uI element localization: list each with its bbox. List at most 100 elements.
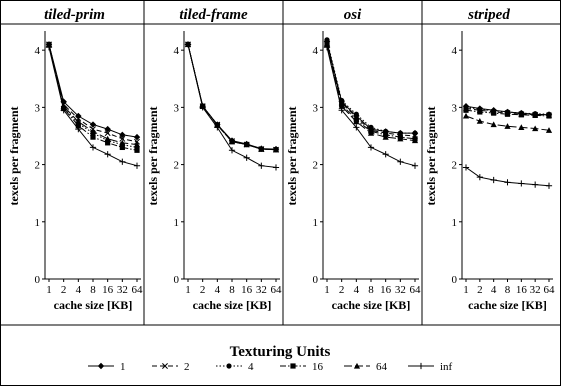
y-tick-label: 4	[174, 45, 180, 57]
data-point	[504, 179, 511, 186]
series-line	[187, 44, 277, 151]
x-tick-label: 32	[117, 284, 128, 296]
data-point	[368, 124, 374, 130]
x-tick-label: 64	[544, 284, 556, 296]
series-inf	[45, 44, 141, 169]
data-point	[545, 182, 553, 189]
y-tick-label: 3	[313, 102, 319, 114]
legend-title: Texturing Units	[230, 344, 331, 360]
x-tick-label: 32	[395, 284, 406, 296]
x-tick-label: 1	[46, 284, 52, 296]
data-point	[411, 137, 419, 144]
data-point	[323, 41, 331, 48]
data-point	[104, 130, 111, 137]
data-point	[397, 130, 403, 136]
legend-label: 64	[376, 361, 388, 373]
data-point	[272, 164, 280, 171]
data-point	[353, 111, 359, 117]
series-64	[45, 41, 141, 148]
x-tick-label: 8	[90, 284, 96, 296]
data-point	[411, 162, 419, 169]
data-point	[546, 113, 552, 119]
data-point	[258, 162, 265, 169]
data-point	[504, 111, 511, 117]
y-tick-label: 0	[452, 274, 458, 286]
data-point	[272, 146, 280, 153]
legend-marker	[353, 362, 361, 369]
y-tick-label: 1	[452, 217, 458, 229]
data-point	[104, 151, 111, 158]
legend-item-16: 16	[280, 361, 324, 373]
y-axis-label: texels per fragment	[146, 106, 160, 205]
data-point	[258, 146, 265, 152]
data-point	[397, 135, 404, 142]
data-point	[104, 135, 111, 142]
x-tick-label: 1	[185, 284, 191, 296]
series-4	[185, 41, 279, 153]
data-point	[476, 174, 483, 181]
series-64	[323, 41, 419, 144]
y-tick-label: 2	[452, 160, 458, 172]
x-tick-label: 16	[241, 284, 253, 296]
y-tick-label: 2	[35, 160, 41, 172]
y-tick-label: 3	[35, 102, 41, 114]
x-tick-label: 2	[477, 284, 483, 296]
data-point	[228, 147, 236, 154]
data-point	[199, 104, 206, 111]
y-tick-label: 0	[174, 274, 180, 286]
y-tick-label: 3	[174, 102, 180, 114]
x-tick-label: 16	[380, 284, 392, 296]
data-point	[532, 181, 539, 188]
x-tick-label: 4	[491, 284, 497, 296]
x-tick-label: 8	[368, 284, 374, 296]
x-tick-label: 4	[354, 284, 360, 296]
y-tick-label: 4	[452, 45, 458, 57]
data-point	[338, 103, 345, 109]
legend-label: 2	[184, 361, 190, 373]
legend-item-2: 2	[152, 361, 190, 373]
series-line	[326, 43, 416, 137]
x-tick-label: 1	[463, 284, 469, 296]
data-point	[490, 176, 497, 184]
y-axis-label: texels per fragment	[7, 106, 21, 205]
data-point	[75, 123, 81, 129]
legend-item-64: 64	[344, 361, 388, 373]
legend-label: 16	[312, 361, 324, 373]
data-point	[532, 112, 538, 118]
data-point	[133, 162, 141, 169]
x-tick-label: 64	[410, 284, 422, 296]
data-point	[518, 180, 525, 187]
x-tick-label: 8	[229, 284, 235, 296]
data-point	[119, 135, 126, 142]
data-point	[353, 124, 360, 131]
series-line	[326, 41, 415, 134]
series-line	[187, 44, 277, 150]
legend-marker	[97, 362, 105, 370]
x-tick-label: 32	[256, 284, 267, 296]
x-axis-label: cache size [KB]	[193, 298, 272, 312]
series-line	[187, 44, 277, 151]
panel-title: tiled-frame	[179, 7, 248, 23]
series-1	[184, 41, 280, 153]
legend-marker	[417, 362, 425, 370]
x-tick-label: 1	[324, 284, 330, 296]
data-point	[323, 44, 331, 51]
data-point	[397, 158, 404, 165]
x-tick-label: 4	[76, 284, 82, 296]
data-point	[45, 44, 53, 51]
data-point	[228, 138, 236, 145]
series-line	[187, 44, 277, 151]
data-point	[214, 124, 221, 131]
data-point	[133, 141, 141, 148]
data-point	[532, 125, 539, 132]
data-point	[119, 131, 126, 139]
y-tick-label: 0	[35, 274, 41, 286]
x-tick-label: 32	[530, 284, 541, 296]
panel-title: tiled-prim	[44, 7, 105, 23]
data-point	[104, 125, 111, 133]
x-tick-label: 2	[339, 284, 345, 296]
x-tick-label: 64	[271, 284, 283, 296]
